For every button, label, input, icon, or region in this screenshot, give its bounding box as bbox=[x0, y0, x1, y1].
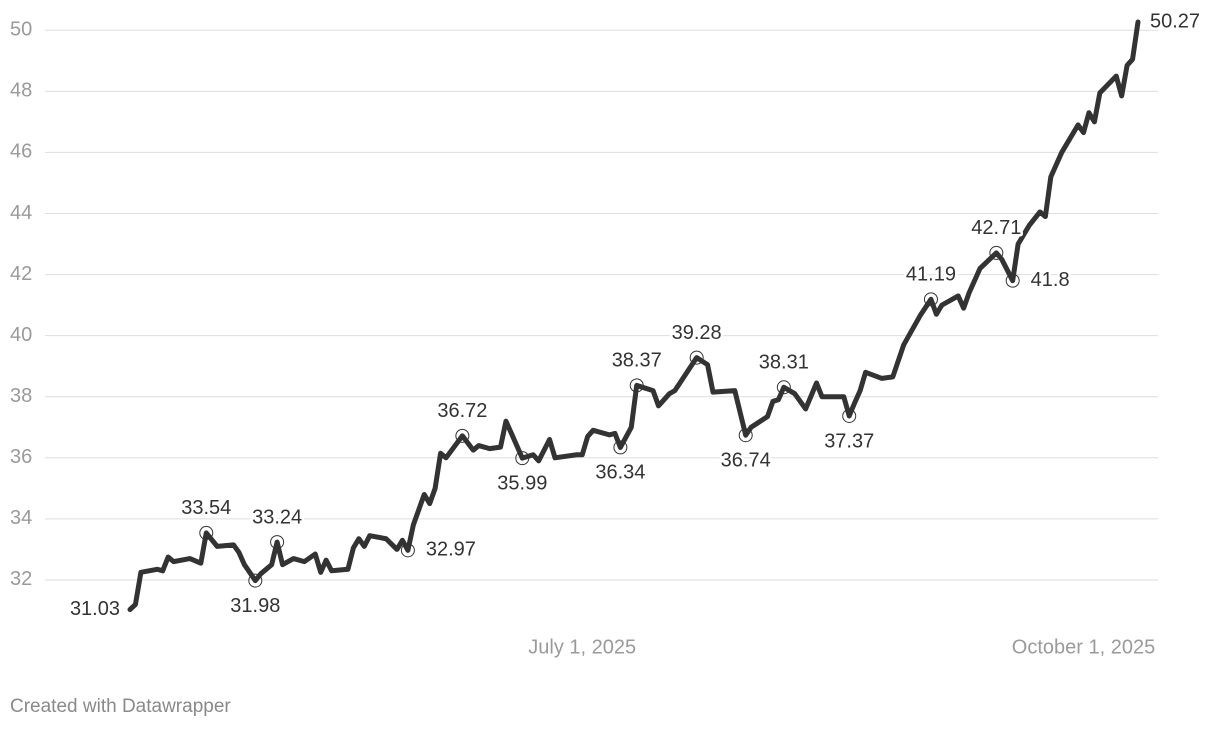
highlight-marker bbox=[199, 525, 214, 540]
data-label: 33.54 bbox=[181, 497, 231, 519]
highlight-marker bbox=[270, 535, 285, 550]
highlight-dot bbox=[253, 578, 258, 583]
highlight-dot bbox=[1010, 278, 1015, 283]
x-tick-label: July 1, 2025 bbox=[528, 636, 636, 658]
x-tick-label: October 1, 2025 bbox=[1012, 636, 1155, 658]
highlight-marker bbox=[842, 408, 857, 423]
y-tick-label: 38 bbox=[10, 385, 32, 407]
grid: 32 34 36 38 40 42 44 46 48 50 July 1, 2025 October … bbox=[10, 19, 1158, 658]
highlight-marker bbox=[738, 428, 753, 443]
highlight-marker bbox=[689, 350, 704, 365]
highlight-marker bbox=[629, 378, 644, 393]
data-label: 33.24 bbox=[252, 506, 302, 528]
highlight-dot bbox=[634, 383, 639, 388]
labels: 31.03 33.54 31.98 33.24 32.97 36.72 35.99 36.34… bbox=[67, 8, 1202, 623]
highlight-dot bbox=[847, 413, 852, 419]
data-label: 35.99 bbox=[497, 472, 547, 494]
line bbox=[127, 19, 1141, 613]
y-tick-label: 50 bbox=[10, 19, 32, 41]
y-tick-label: 36 bbox=[10, 446, 32, 468]
highlight-marker bbox=[613, 440, 628, 455]
data-label: 31.98 bbox=[230, 595, 280, 617]
data-label: 36.72 bbox=[437, 400, 487, 422]
highlight-marker bbox=[923, 292, 938, 307]
highlight-dot bbox=[405, 548, 411, 553]
highlight-marker bbox=[515, 451, 530, 466]
data-label: 31.03 bbox=[70, 598, 120, 620]
highlight-marker bbox=[776, 380, 791, 395]
data-label: 38.31 bbox=[759, 352, 809, 374]
highlight-dot bbox=[994, 250, 999, 256]
y-tick-label: 46 bbox=[10, 141, 32, 163]
highlight-dot bbox=[694, 355, 699, 360]
highlight-dot bbox=[618, 445, 623, 450]
footer: Created with Datawrapper bbox=[10, 696, 231, 717]
data-label: 38.37 bbox=[612, 350, 662, 372]
data-label: 37.37 bbox=[824, 430, 874, 452]
data-label: 50.27 bbox=[1150, 10, 1200, 32]
y-tick-label: 32 bbox=[10, 568, 32, 590]
data-label: 41.19 bbox=[906, 264, 956, 286]
highlight-dot bbox=[274, 539, 280, 545]
data-label: 36.34 bbox=[595, 462, 645, 484]
y-tick-label: 40 bbox=[10, 324, 32, 346]
y-tick-label: 42 bbox=[10, 263, 32, 285]
highlight-marker bbox=[400, 543, 415, 558]
plot bbox=[127, 19, 1141, 613]
highlight-dot bbox=[204, 530, 209, 536]
highlight-marker bbox=[989, 245, 1004, 260]
highlight-dot bbox=[460, 433, 465, 439]
y-tick-label: 48 bbox=[10, 80, 32, 102]
highlight-marker bbox=[455, 428, 470, 443]
data-label: 32.97 bbox=[426, 539, 476, 561]
highlight-dot bbox=[743, 433, 748, 438]
data-label: 42.71 bbox=[971, 217, 1021, 239]
y-tick-label: 44 bbox=[10, 202, 32, 224]
highlight-dot bbox=[928, 297, 934, 302]
data-label: 36.74 bbox=[721, 449, 771, 471]
highlight-dot bbox=[520, 455, 525, 461]
data-label: 39.28 bbox=[672, 322, 722, 344]
highlight-marker bbox=[248, 573, 263, 588]
highlight-dot bbox=[781, 385, 787, 390]
data-label: 41.8 bbox=[1031, 269, 1070, 291]
y-tick-label: 34 bbox=[10, 507, 32, 529]
highlight-marker bbox=[1005, 273, 1020, 288]
